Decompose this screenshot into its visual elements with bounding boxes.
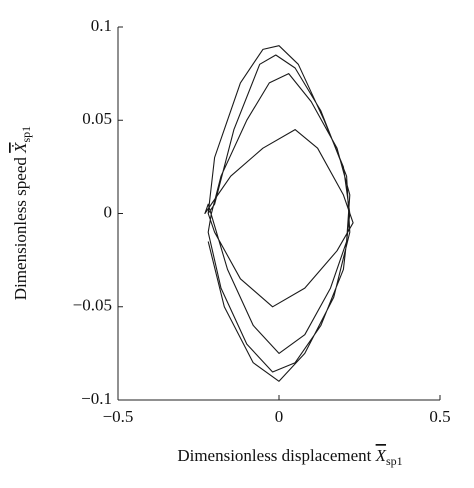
x-tick-label: 0 — [275, 407, 284, 426]
y-label-subscript: sp1 — [19, 126, 33, 143]
y-axis-label: Dimensionless speed Ẋsp1 — [11, 126, 33, 300]
trajectory — [204, 45, 354, 382]
x-tick-label: −0.5 — [103, 407, 134, 426]
y-tick-label: −0.05 — [73, 296, 112, 315]
x-tick-label: 0.5 — [429, 407, 450, 426]
y-tick-label: 0.1 — [91, 16, 112, 35]
y-label-text: Dimensionless speed — [11, 157, 30, 301]
x-label-subscript: sp1 — [386, 454, 403, 468]
y-tick-label: −0.1 — [81, 389, 112, 408]
y-tick-label: 0.05 — [82, 109, 112, 128]
y-label-symbol: Ẋ — [11, 142, 30, 154]
x-axis-label: Dimensionless displacement Xsp1 — [177, 446, 402, 468]
x-label-symbol: X — [375, 446, 387, 465]
y-tick-label: 0 — [104, 202, 113, 221]
x-label-text: Dimensionless displacement — [177, 446, 371, 465]
